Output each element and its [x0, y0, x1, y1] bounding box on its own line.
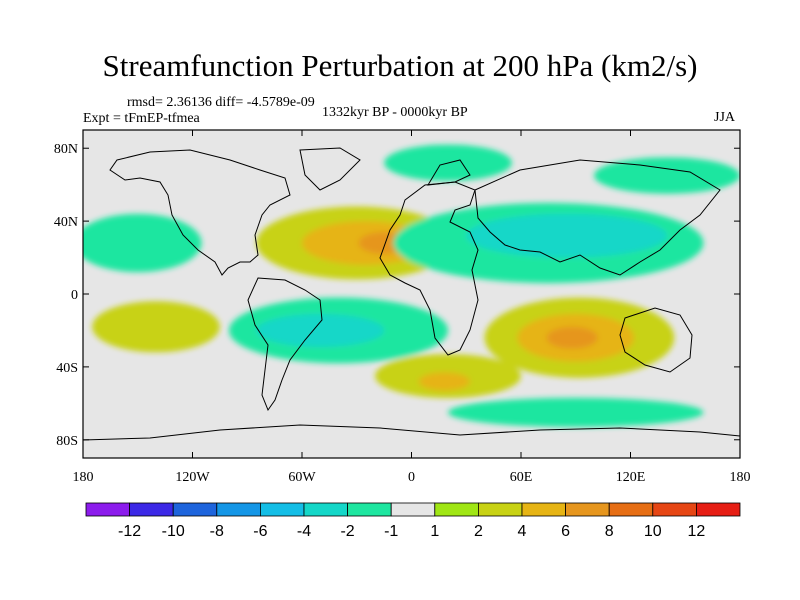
- x-tick-label: 60W: [288, 470, 316, 485]
- x-tick-label: 120W: [175, 470, 210, 485]
- colorbar-label: 8: [605, 523, 614, 540]
- anomaly-south-pacific-high: [92, 301, 220, 353]
- colorbar-swatch: [477, 502, 523, 517]
- colorbar-swatch: [696, 502, 741, 517]
- colorbar-label: 1: [430, 523, 439, 540]
- colorbar-swatch: [521, 502, 566, 517]
- coast-europe-africa: [379, 181, 479, 356]
- colorbar-label: 6: [561, 523, 570, 540]
- colorbar-swatch: [565, 502, 610, 517]
- colorbar-swatch: [652, 502, 697, 517]
- anomaly-antarctic-low: [448, 397, 704, 428]
- coast-greenland: [299, 147, 361, 191]
- coast-scandinavia: [427, 159, 471, 186]
- colorbar-label: -6: [253, 523, 267, 540]
- colorbar-label: -8: [210, 523, 224, 540]
- colorbar-swatch: [172, 502, 218, 517]
- colorbar-swatch: [434, 502, 479, 517]
- colorbar-label: -4: [297, 523, 311, 540]
- colorbar-label: -1: [384, 523, 398, 540]
- anomaly-southern-ocean-high-core: [418, 372, 470, 391]
- x-tick-label: 0: [408, 470, 415, 485]
- colorbar-swatch: [608, 502, 654, 517]
- x-tick-label: 120E: [616, 470, 646, 485]
- y-tick-label: 80S: [56, 434, 78, 449]
- chart-title: Streamfunction Perturbation at 200 hPa (…: [102, 48, 698, 83]
- colorbar-swatch: [303, 502, 348, 517]
- colorbar-swatch: [85, 502, 130, 517]
- y-tick-label: 0: [71, 288, 78, 303]
- coast-south-america: [247, 277, 323, 412]
- period-text: 1332kyr BP - 0000kyr BP: [322, 105, 468, 120]
- anomaly-siberia-low: [594, 157, 740, 194]
- season-text: JJA: [714, 110, 736, 125]
- colorbar-swatch: [259, 502, 305, 517]
- colorbar: -12 -10 -8 -6 -4 -2 -1 1 2 4 6 8 10 12: [85, 502, 741, 540]
- colorbar-swatch: [216, 502, 261, 517]
- axes: 180 120W 60W 0 60E 120E 180 80N 40N 0 40S 80S: [54, 130, 751, 485]
- coast-north-america: [109, 149, 291, 276]
- y-tick-label: 40S: [56, 361, 78, 376]
- colorbar-label: 4: [518, 523, 527, 540]
- y-tick-label: 40N: [54, 215, 78, 230]
- coast-asia: [474, 159, 721, 276]
- colorbar-label: -2: [340, 523, 354, 540]
- colorbar-label: -12: [118, 523, 141, 540]
- colorbar-label: 2: [474, 523, 483, 540]
- anomaly-pacific-low: [83, 213, 202, 273]
- experiment-text: Expt = tFmEP-tfmea: [83, 111, 200, 126]
- x-tick-label: 180: [730, 470, 751, 485]
- coast-antarctica: [83, 424, 740, 441]
- colorbar-swatch: [129, 502, 174, 517]
- anomaly-south-atlantic-low-inner: [256, 314, 385, 347]
- colorbar-label: 12: [688, 523, 706, 540]
- colorbar-swatch: [390, 502, 436, 517]
- stats-text: rmsd= 2.36136 diff= -4.5789e-09: [127, 95, 315, 110]
- y-tick-label: 80N: [54, 142, 78, 157]
- anomaly-asia-low-inner: [466, 213, 667, 258]
- coast-australia: [619, 307, 693, 373]
- x-tick-label: 60E: [510, 470, 533, 485]
- anomaly-fields: [83, 144, 740, 428]
- coastlines: [83, 147, 740, 441]
- x-tick-label: 180: [73, 470, 94, 485]
- anomaly-south-indian-high-core: [546, 326, 598, 349]
- colorbar-label: -10: [162, 523, 185, 540]
- colorbar-label: 10: [644, 523, 662, 540]
- colorbar-swatch: [347, 502, 392, 517]
